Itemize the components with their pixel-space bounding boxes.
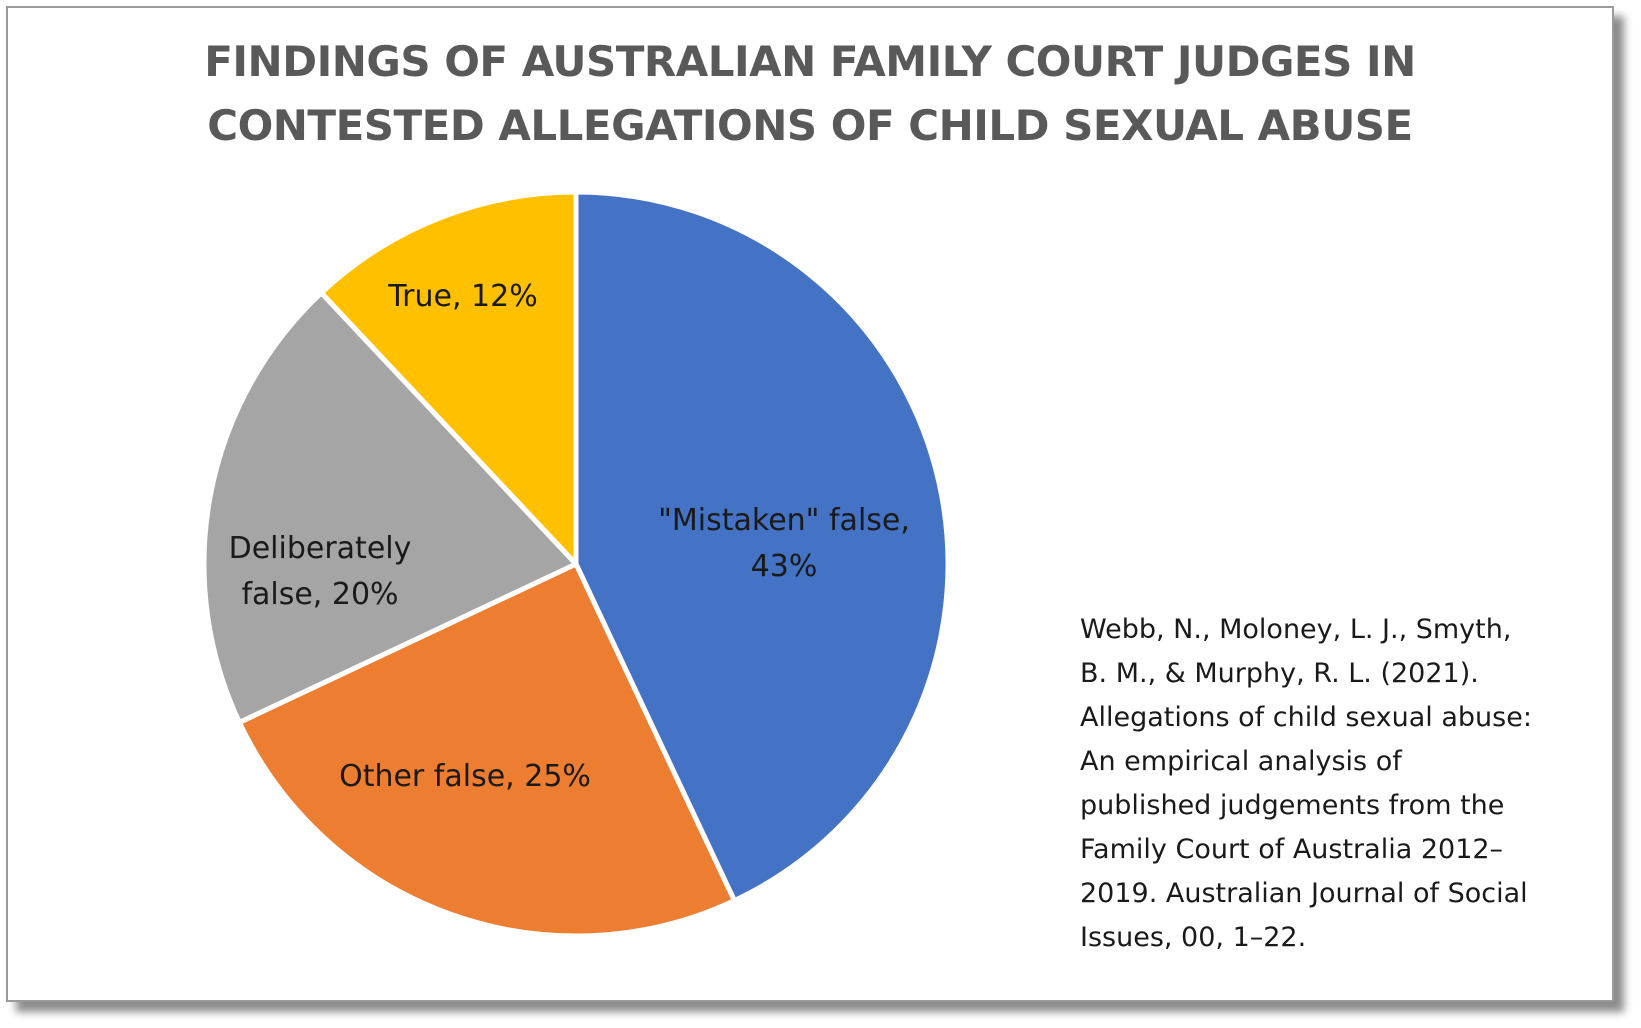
slice-data-label-line: Other false, 25%: [339, 759, 591, 794]
chart-title: FINDINGS OF AUSTRALIAN FAMILY COURT JUDG…: [8, 30, 1612, 158]
pie-slice-4: [318, 189, 579, 567]
slice-data-label: "Mistaken" false, 43%: [658, 503, 910, 584]
slice-data-label: Other false, 25%: [339, 759, 591, 794]
pie-slices: [201, 189, 951, 939]
citation: Webb, N., Moloney, L. J., Smyth, B. M., …: [1080, 608, 1600, 960]
slice-data-label-line: false, 20%: [241, 577, 398, 612]
chart-title-line-2: CONTESTED ALLEGATIONS OF CHILD SEXUAL AB…: [207, 101, 1413, 150]
chart-title-line-1: FINDINGS OF AUSTRALIAN FAMILY COURT JUDG…: [204, 37, 1416, 86]
citation-line: Family Court of Australia 2012–: [1080, 834, 1504, 865]
citation-line: Webb, N., Moloney, L. J., Smyth,: [1080, 614, 1512, 645]
citation-line: An empirical analysis of: [1080, 746, 1402, 777]
citation-line: Issues, 00, 1–22.: [1080, 922, 1307, 953]
slice-data-label-line: 43%: [751, 549, 818, 584]
pie-labels: "Mistaken" false, 43% Other false, 25% Deli…: [229, 279, 910, 794]
chart-frame: FINDINGS OF AUSTRALIAN FAMILY COURT JUDG…: [6, 6, 1614, 1002]
citation-line: B. M., & Murphy, R. L. (2021).: [1080, 658, 1479, 689]
citation-line: Allegations of child sexual abuse:: [1080, 702, 1532, 733]
pie-slice-1: [573, 189, 951, 904]
slice-data-label: True, 12%: [387, 279, 537, 314]
pie-slice-3: [201, 290, 579, 725]
slice-data-label-line: Deliberately: [229, 531, 412, 566]
pie-slice-2: [236, 561, 737, 939]
citation-line: 2019. Australian Journal of Social: [1080, 878, 1528, 909]
slice-data-label: Deliberately false, 20%: [229, 531, 412, 612]
slice-data-label-line: True, 12%: [387, 279, 537, 314]
slice-data-label-line: "Mistaken" false,: [658, 503, 910, 538]
pie-chart: "Mistaken" false, 43% Other false, 25% Deli…: [201, 189, 951, 939]
citation-line: published judgements from the: [1080, 790, 1505, 821]
